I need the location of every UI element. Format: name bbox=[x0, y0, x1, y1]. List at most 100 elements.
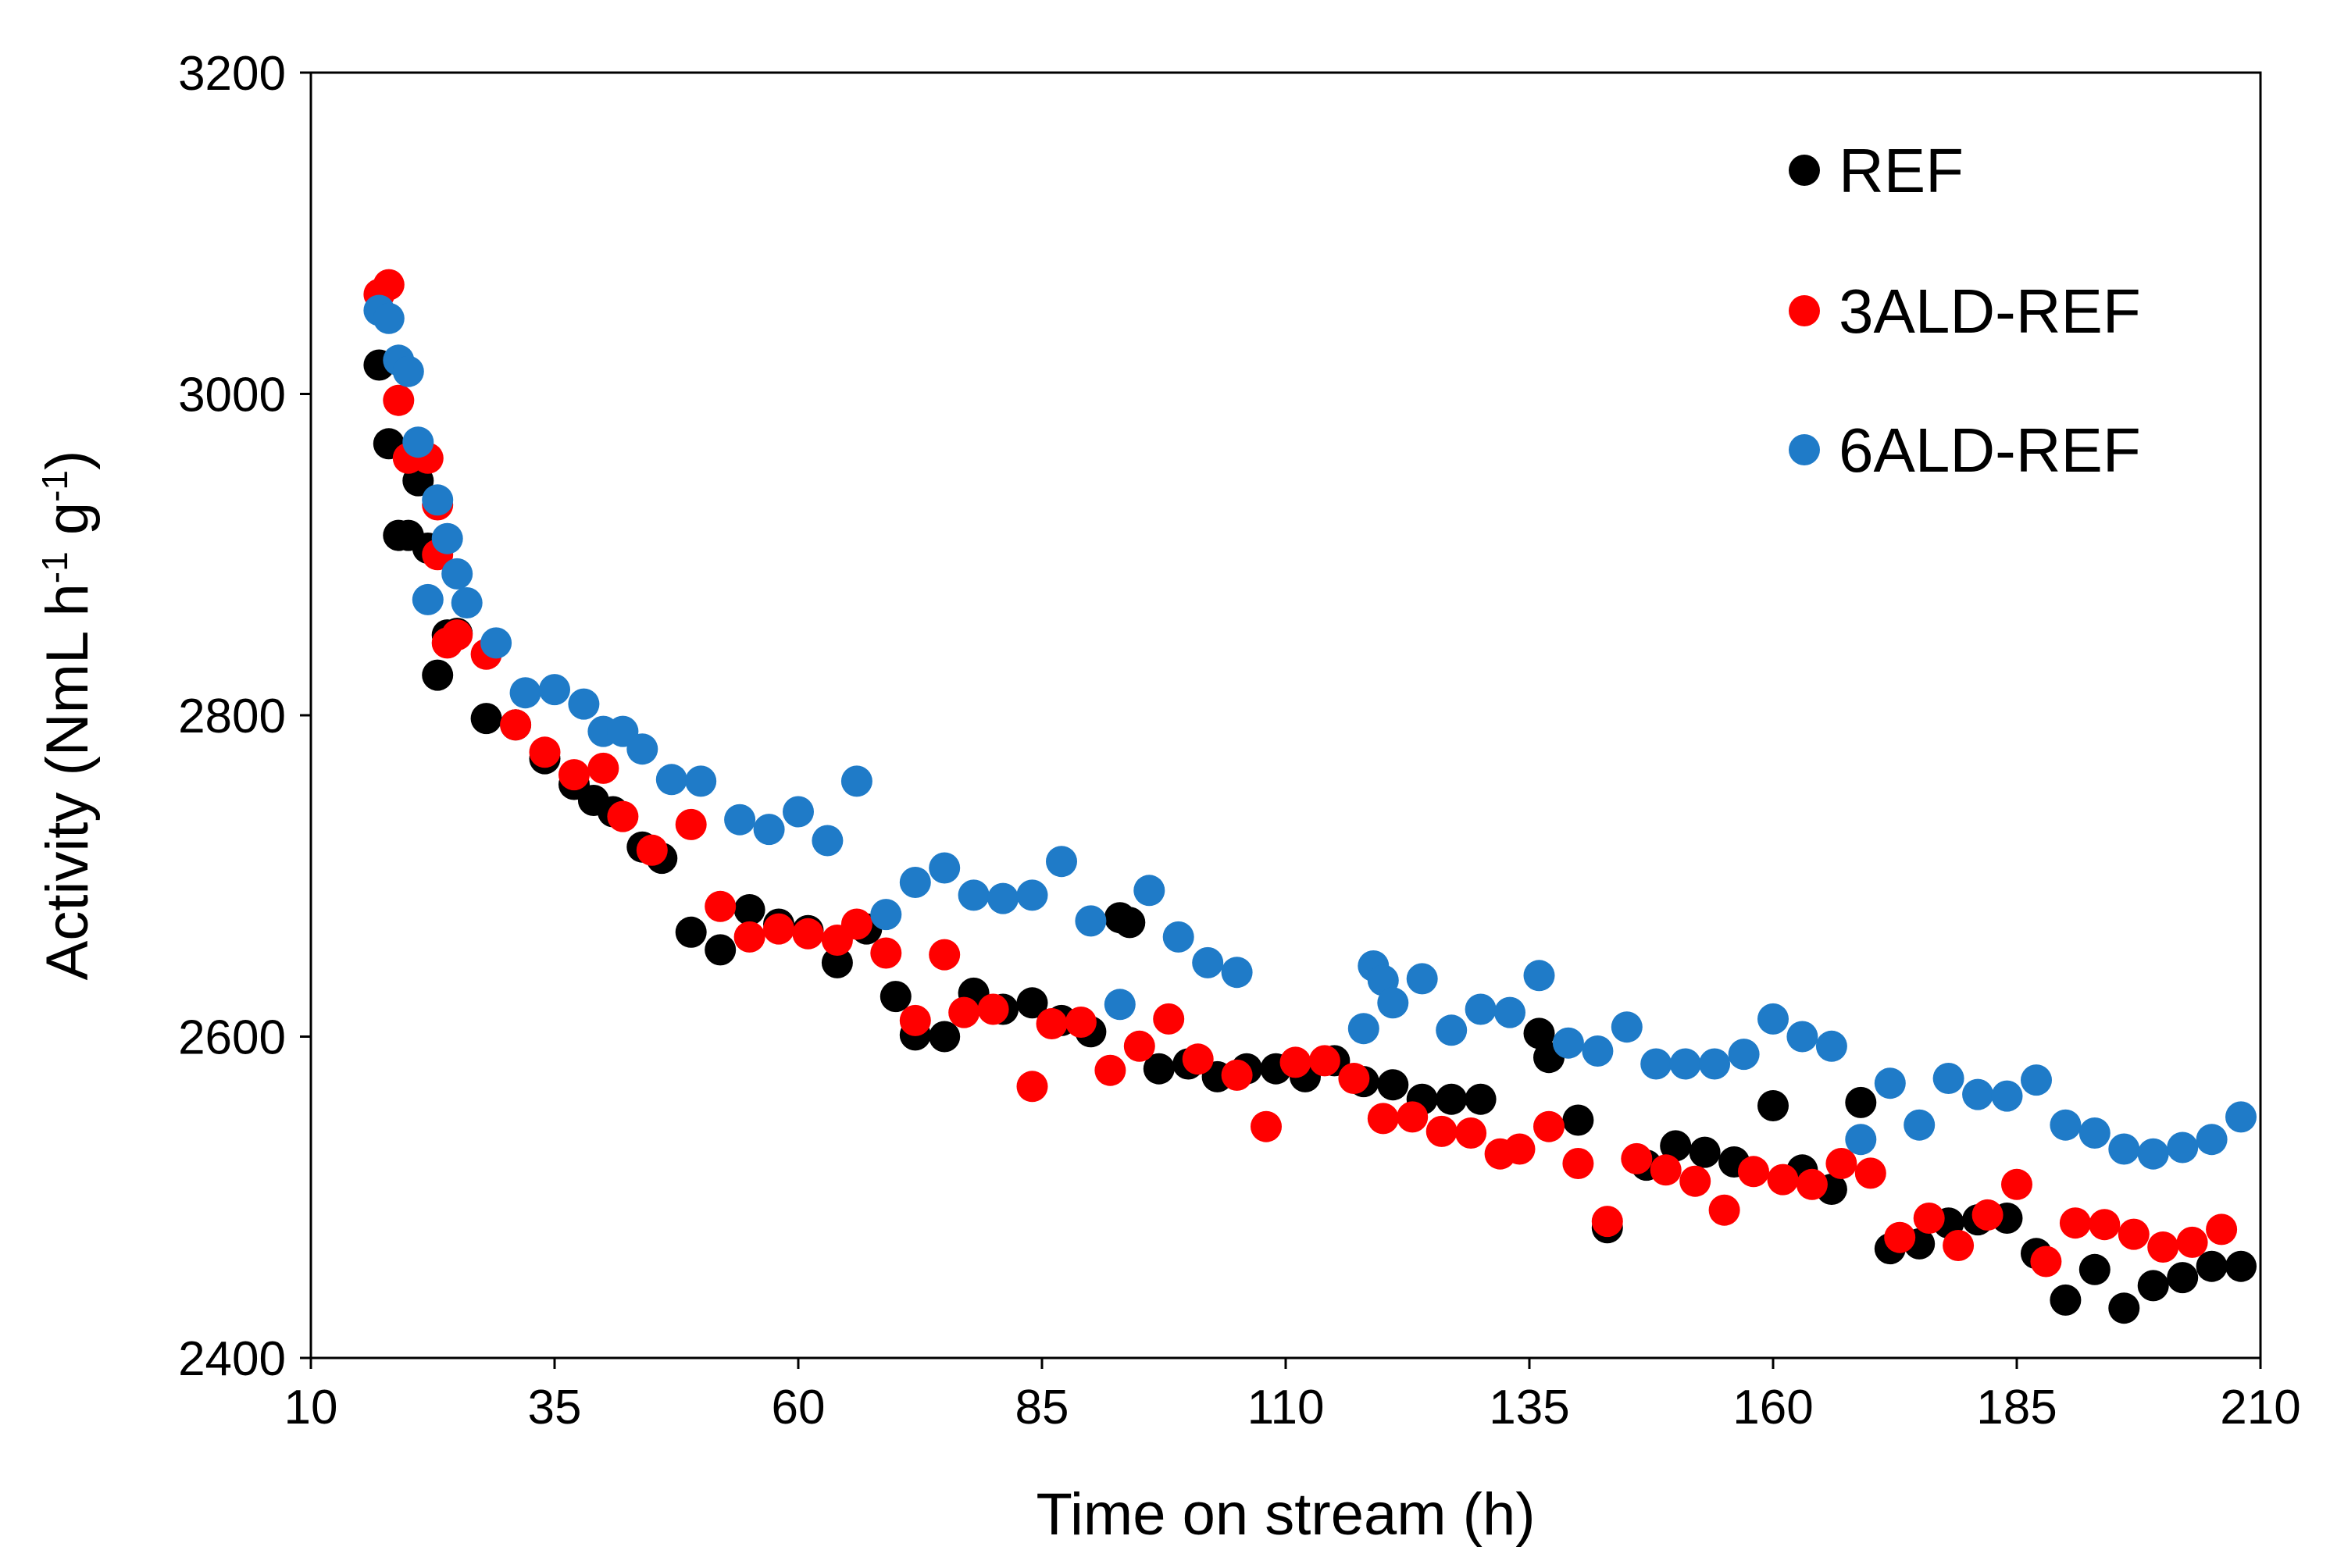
data-point-6ald-ref bbox=[441, 558, 473, 590]
data-point-3ald-ref bbox=[1455, 1117, 1487, 1149]
data-point-3ald-ref bbox=[2118, 1218, 2150, 1250]
data-point-6ald-ref bbox=[509, 677, 541, 709]
x-tick-label: 60 bbox=[772, 1381, 826, 1434]
legend-marker-ref bbox=[1789, 155, 1820, 186]
y-axis-ticks: 2400 2600 2800 3000 3200 bbox=[178, 47, 311, 1386]
data-point-6ald-ref bbox=[812, 825, 844, 857]
data-point-6ald-ref bbox=[2108, 1133, 2140, 1165]
data-point-3ald-ref bbox=[1338, 1063, 1370, 1094]
data-point-6ald-ref bbox=[724, 804, 756, 836]
x-axis-title: Time on stream (h) bbox=[1036, 1481, 1535, 1548]
data-point-6ald-ref bbox=[2078, 1117, 2111, 1149]
data-point-ref bbox=[1660, 1130, 1692, 1162]
data-point-6ald-ref bbox=[899, 867, 931, 898]
data-point-6ald-ref bbox=[1465, 993, 1497, 1025]
data-point-6ald-ref bbox=[1436, 1014, 1468, 1046]
x-tick-label: 160 bbox=[1732, 1381, 1813, 1434]
data-point-ref bbox=[470, 703, 502, 735]
data-point-6ald-ref bbox=[1962, 1078, 1994, 1110]
data-point-6ald-ref bbox=[1611, 1011, 1643, 1043]
data-point-3ald-ref bbox=[1621, 1142, 1653, 1174]
data-points bbox=[363, 269, 2257, 1324]
data-point-3ald-ref bbox=[1738, 1156, 1769, 1188]
data-point-3ald-ref bbox=[1279, 1046, 1311, 1078]
data-point-ref bbox=[2050, 1284, 2082, 1316]
data-point-6ald-ref bbox=[480, 627, 512, 659]
data-point-6ald-ref bbox=[870, 899, 902, 931]
legend-label-6ald-ref: 6ALD-REF bbox=[1839, 415, 2141, 485]
data-point-ref bbox=[1757, 1090, 1789, 1121]
data-point-6ald-ref bbox=[1347, 1013, 1379, 1045]
data-point-3ald-ref bbox=[1796, 1168, 1828, 1200]
data-point-3ald-ref bbox=[607, 800, 639, 832]
data-point-3ald-ref bbox=[1065, 1007, 1097, 1038]
data-point-6ald-ref bbox=[840, 765, 872, 797]
data-point-ref bbox=[733, 894, 765, 925]
data-point-3ald-ref bbox=[529, 736, 561, 768]
data-point-3ald-ref bbox=[1533, 1110, 1565, 1142]
data-point-3ald-ref bbox=[1825, 1148, 1857, 1179]
data-point-3ald-ref bbox=[1504, 1133, 1536, 1165]
data-point-6ald-ref bbox=[539, 674, 570, 706]
data-point-ref bbox=[1377, 1069, 1409, 1101]
data-point-6ald-ref bbox=[655, 764, 687, 796]
legend-item-ref: REF bbox=[1789, 136, 1964, 205]
data-point-3ald-ref bbox=[383, 384, 415, 416]
data-point-3ald-ref bbox=[1182, 1043, 1214, 1075]
x-tick-label: 85 bbox=[1015, 1381, 1069, 1434]
x-tick-label: 185 bbox=[1976, 1381, 2057, 1434]
data-point-3ald-ref bbox=[1854, 1157, 1886, 1189]
data-point-3ald-ref bbox=[2059, 1207, 2091, 1239]
data-point-6ald-ref bbox=[1133, 875, 1165, 907]
legend-item-3ald-ref: 3ALD-REF bbox=[1789, 276, 2141, 346]
data-point-ref bbox=[1523, 1017, 1555, 1049]
data-point-6ald-ref bbox=[392, 355, 424, 387]
data-point-3ald-ref bbox=[1708, 1194, 1740, 1226]
data-point-6ald-ref bbox=[1075, 905, 1107, 937]
data-point-3ald-ref bbox=[1562, 1148, 1594, 1179]
data-point-3ald-ref bbox=[2176, 1226, 2208, 1258]
data-point-3ald-ref bbox=[705, 890, 737, 922]
x-tick-label: 135 bbox=[1489, 1381, 1569, 1434]
y-axis-title-base: Activity (NmL h bbox=[34, 583, 101, 980]
data-point-3ald-ref bbox=[636, 834, 668, 866]
legend-item-6ald-ref: 6ALD-REF bbox=[1789, 415, 2141, 485]
data-point-ref bbox=[929, 1021, 961, 1053]
data-point-3ald-ref bbox=[1397, 1101, 1429, 1133]
x-tick-label: 210 bbox=[2220, 1381, 2300, 1434]
data-point-ref bbox=[1689, 1136, 1721, 1168]
data-point-ref bbox=[422, 659, 454, 691]
data-point-6ald-ref bbox=[753, 814, 785, 846]
data-point-6ald-ref bbox=[1845, 1124, 1877, 1156]
data-point-6ald-ref bbox=[1640, 1048, 1672, 1080]
data-point-6ald-ref bbox=[1552, 1027, 1584, 1059]
data-point-6ald-ref bbox=[1815, 1030, 1847, 1062]
data-point-ref bbox=[2196, 1250, 2228, 1282]
data-point-3ald-ref bbox=[929, 939, 961, 971]
y-axis-title-sup2: -1 bbox=[34, 470, 75, 502]
data-point-6ald-ref bbox=[783, 796, 814, 828]
legend-label-ref: REF bbox=[1839, 136, 1964, 205]
y-axis-title: Activity (NmL h-1 g-1) bbox=[34, 451, 101, 981]
data-point-ref bbox=[821, 946, 853, 978]
x-axis-ticks: 10 35 60 85 110 135 160 185 210 bbox=[284, 1358, 2301, 1434]
y-tick-label: 3200 bbox=[178, 47, 286, 101]
data-point-ref bbox=[2137, 1270, 2169, 1302]
data-point-6ald-ref bbox=[422, 484, 454, 516]
data-point-ref bbox=[2108, 1292, 2140, 1324]
data-point-3ald-ref bbox=[1913, 1203, 1945, 1234]
data-point-ref bbox=[2078, 1253, 2111, 1285]
data-point-3ald-ref bbox=[2001, 1168, 2032, 1200]
data-point-3ald-ref bbox=[763, 913, 794, 945]
data-point-6ald-ref bbox=[1377, 987, 1409, 1019]
data-point-3ald-ref bbox=[1016, 1071, 1048, 1103]
data-point-6ald-ref bbox=[431, 522, 463, 554]
data-point-3ald-ref bbox=[1943, 1230, 1975, 1261]
data-point-ref bbox=[1114, 907, 1146, 939]
data-point-3ald-ref bbox=[1094, 1054, 1126, 1086]
data-point-3ald-ref bbox=[1971, 1199, 2004, 1231]
data-point-6ald-ref bbox=[1669, 1048, 1701, 1080]
data-point-6ald-ref bbox=[568, 688, 600, 720]
data-point-6ald-ref bbox=[2167, 1131, 2199, 1164]
